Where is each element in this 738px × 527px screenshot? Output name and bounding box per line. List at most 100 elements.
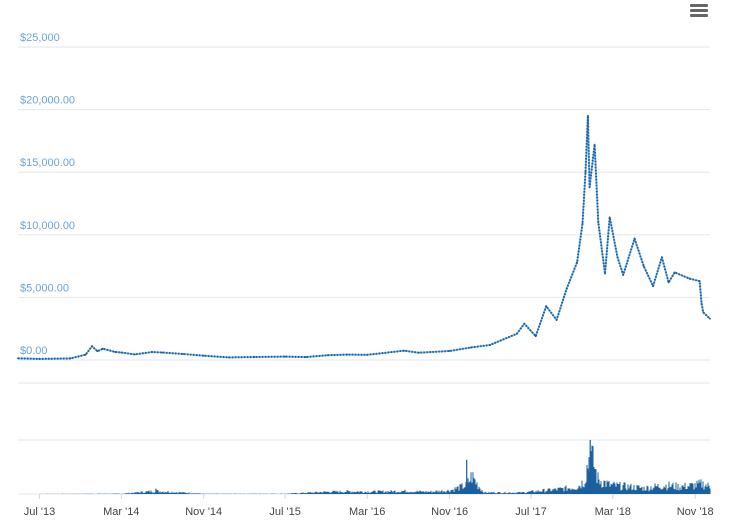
price-point[interactable] xyxy=(202,354,205,357)
price-point[interactable] xyxy=(604,272,606,275)
volume-bar xyxy=(306,493,308,494)
volume-bar xyxy=(142,492,144,494)
volume-bar xyxy=(599,484,601,494)
volume-bar xyxy=(475,484,477,494)
volume-bar xyxy=(700,479,702,494)
volume-bar xyxy=(671,484,673,494)
price-point[interactable] xyxy=(523,322,526,325)
volume-bar xyxy=(389,492,391,494)
volume-bar xyxy=(695,487,697,494)
volume-bar xyxy=(506,493,508,494)
volume-bar xyxy=(324,491,326,494)
price-point[interactable] xyxy=(84,353,87,356)
price-point[interactable] xyxy=(469,346,472,349)
volume-bar xyxy=(331,492,333,494)
volume-bar xyxy=(491,492,493,494)
price-point[interactable] xyxy=(565,287,568,290)
price-point[interactable] xyxy=(698,280,701,282)
volume-bar xyxy=(174,493,176,494)
volume-bar xyxy=(396,492,398,494)
price-point[interactable] xyxy=(587,115,589,117)
price-point[interactable] xyxy=(228,356,230,359)
price-point[interactable] xyxy=(69,357,72,360)
volume-bar xyxy=(559,487,561,494)
price-point[interactable] xyxy=(700,302,703,305)
volume-bar xyxy=(359,491,361,494)
volume-bar xyxy=(375,492,377,494)
price-point[interactable] xyxy=(182,353,185,355)
volume-bar xyxy=(616,482,618,494)
volume-bar xyxy=(345,492,347,494)
volume-bar xyxy=(655,486,657,494)
price-point[interactable] xyxy=(101,347,104,350)
volume-bar xyxy=(291,493,293,494)
price-point[interactable] xyxy=(417,351,420,354)
volume-bar xyxy=(136,491,138,494)
price-point[interactable] xyxy=(555,319,558,321)
price-point[interactable] xyxy=(253,356,256,358)
menu-bar xyxy=(690,9,708,12)
price-point[interactable] xyxy=(38,358,41,360)
price-point[interactable] xyxy=(403,349,405,352)
price-point[interactable] xyxy=(284,355,286,358)
price-point[interactable] xyxy=(652,285,654,287)
volume-bar xyxy=(151,492,153,494)
volume-bar xyxy=(406,491,408,494)
volume-bar xyxy=(546,491,548,494)
price-point[interactable] xyxy=(366,353,369,356)
price-point[interactable] xyxy=(305,356,307,358)
volume-bar xyxy=(598,479,600,494)
price-point[interactable] xyxy=(576,261,578,264)
price-point[interactable] xyxy=(346,353,348,356)
volume-bar xyxy=(130,493,132,494)
price-point[interactable] xyxy=(688,277,691,280)
price-point[interactable] xyxy=(616,256,619,259)
price-point[interactable] xyxy=(114,351,116,353)
price-point[interactable] xyxy=(133,353,136,356)
price-point[interactable] xyxy=(151,351,154,353)
volume-bar xyxy=(537,490,539,494)
price-point[interactable] xyxy=(489,344,491,346)
price-point[interactable] xyxy=(642,265,645,267)
price-point[interactable] xyxy=(633,237,636,240)
price-point[interactable] xyxy=(545,305,548,308)
price-point[interactable] xyxy=(96,350,99,353)
volume-bar xyxy=(589,440,591,494)
volume-bar xyxy=(604,480,606,494)
price-point[interactable] xyxy=(622,274,625,276)
price-point[interactable] xyxy=(673,271,676,274)
price-point[interactable] xyxy=(120,351,123,354)
price-point[interactable] xyxy=(588,186,591,189)
price-point[interactable] xyxy=(516,332,518,335)
volume-bar xyxy=(394,490,396,494)
price-point[interactable] xyxy=(608,216,611,219)
price-point[interactable] xyxy=(161,351,164,354)
y-tick-label: $10,000.00 xyxy=(20,220,75,232)
volume-bar xyxy=(315,491,317,494)
price-point[interactable] xyxy=(17,357,19,360)
price-point[interactable] xyxy=(448,350,451,352)
y-tick-label: $25,000 xyxy=(20,32,60,44)
hamburger-menu-icon[interactable] xyxy=(688,2,710,22)
volume-bar xyxy=(483,493,485,494)
volume-bar xyxy=(499,492,501,494)
price-point[interactable] xyxy=(667,281,670,284)
price-point[interactable] xyxy=(593,143,596,146)
price-point[interactable] xyxy=(326,354,329,357)
volume-bar xyxy=(403,491,405,494)
volume-bar xyxy=(362,492,364,494)
price-point[interactable] xyxy=(661,256,663,259)
volume-bar xyxy=(333,491,335,494)
volume-bar xyxy=(355,492,357,494)
price-point[interactable] xyxy=(709,317,711,320)
price-point[interactable] xyxy=(581,222,584,225)
price-point[interactable] xyxy=(91,345,93,348)
volume-bar xyxy=(341,492,343,494)
volume-bar xyxy=(187,493,189,494)
volume-bar xyxy=(150,490,152,494)
price-point[interactable] xyxy=(597,221,600,224)
price-point[interactable] xyxy=(584,171,587,174)
volume-bar xyxy=(188,492,190,494)
price-point[interactable] xyxy=(702,311,705,314)
price-point[interactable] xyxy=(534,335,537,338)
